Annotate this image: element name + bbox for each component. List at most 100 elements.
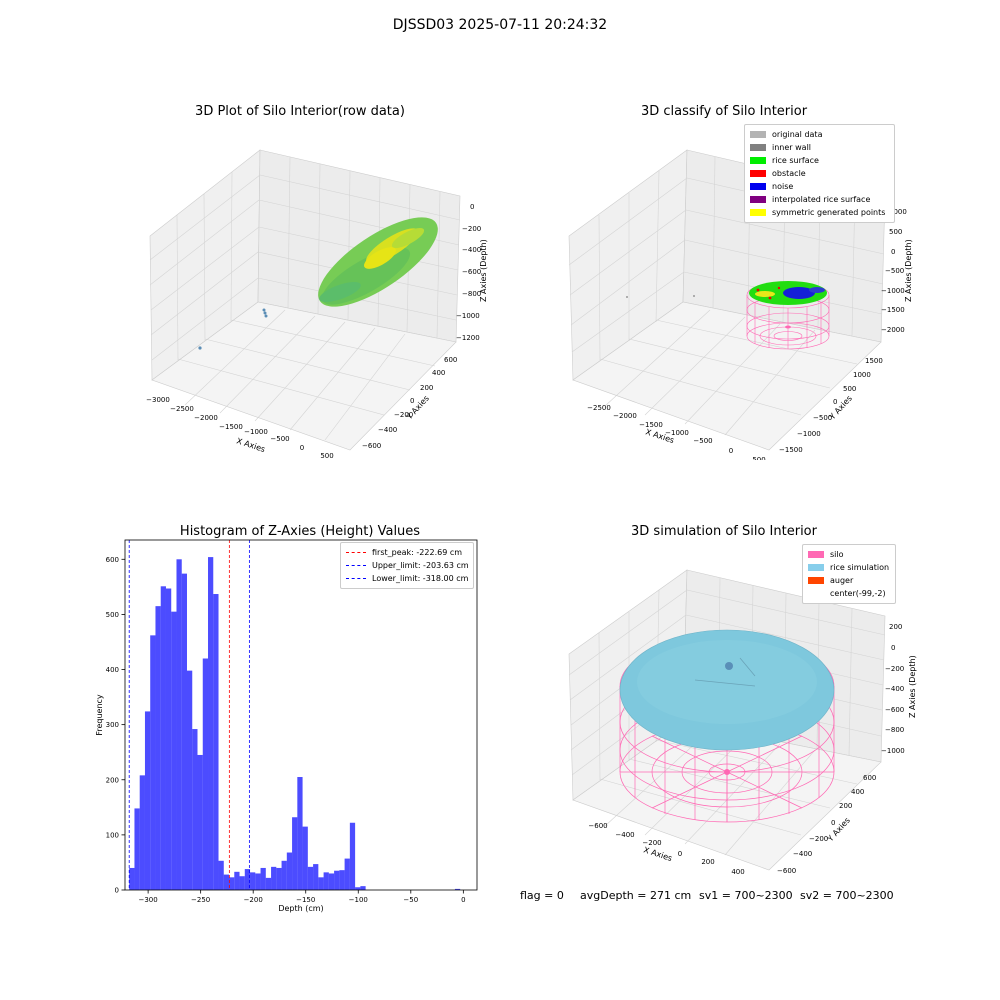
legend-label: rice simulation xyxy=(830,563,890,572)
legend-swatch xyxy=(808,577,824,584)
classify-ytick: 500 xyxy=(843,385,856,393)
raw-ytick: −600 xyxy=(362,442,381,450)
simulation-ytick: −400 xyxy=(793,850,812,858)
histogram-bar xyxy=(218,860,224,890)
legend-line xyxy=(346,552,366,553)
classify-xtick: −1500 xyxy=(639,421,663,429)
histogram-y-tick-label: 200 xyxy=(106,776,119,784)
histogram-bar xyxy=(292,817,298,890)
raw-ytick: 0 xyxy=(410,397,414,405)
histogram-title: Histogram of Z-Axies (Height) Values xyxy=(179,524,421,539)
raw-rice-surface-points xyxy=(318,217,438,307)
histogram-bar xyxy=(328,873,335,890)
legend-entry: Upper_limit: -203.63 cm xyxy=(346,559,469,572)
histogram-bar xyxy=(192,729,198,890)
histogram-bar xyxy=(339,870,345,890)
classify-legend: original data inner wall rice surface ob… xyxy=(744,124,895,223)
legend-entry: first_peak: -222.69 cm xyxy=(346,546,468,559)
classify-xtick: −1000 xyxy=(665,429,689,437)
simulation-x-axis-label: X Axies xyxy=(642,845,673,863)
classify-ytick: −500 xyxy=(813,414,832,422)
histogram-bar xyxy=(186,670,193,890)
histogram-bar xyxy=(260,867,266,890)
raw-3d-plot: −3000 −2500 −2000 −1500 −1000 −500 0 500… xyxy=(146,149,488,460)
simulation-ztick: −200 xyxy=(885,665,904,673)
legend-entry: rice simulation xyxy=(808,561,890,574)
histogram-bar xyxy=(286,852,293,890)
histogram-bar xyxy=(276,867,282,890)
legend-entry: interpolated rice surface xyxy=(750,193,889,206)
histogram-bar xyxy=(313,864,319,890)
histogram-chart: −300 −250 −200 −150 −100 −50 0 0 100 200 300 400 50… xyxy=(95,539,478,913)
histogram-bar xyxy=(165,588,172,890)
legend-entry: silo xyxy=(808,548,890,561)
flag-text: flag = 0 xyxy=(520,889,564,902)
legend-label: silo xyxy=(830,550,844,559)
raw-ztick: −1200 xyxy=(456,334,480,342)
simulation-ytick: 0 xyxy=(831,819,835,827)
histogram-bar xyxy=(265,877,272,890)
legend-swatch xyxy=(750,157,766,164)
simulation-xtick: 400 xyxy=(731,868,744,876)
histogram-bar xyxy=(176,559,182,890)
raw-z-tick-labels: 0 −200 −400 −600 −800 −1000 −1200 xyxy=(456,203,481,342)
histogram-bar xyxy=(139,775,145,890)
histogram-reference-lines xyxy=(128,540,250,890)
histogram-x-tick-label: 0 xyxy=(461,896,465,904)
classify-ytick: 1000 xyxy=(853,371,871,379)
classify-noise-points xyxy=(626,295,695,298)
histogram-bar xyxy=(171,611,177,890)
histogram-x-ticks: −300 −250 −200 −150 −100 −50 0 xyxy=(138,890,466,904)
raw-ztick: −200 xyxy=(462,225,481,233)
histogram-bar xyxy=(160,586,166,890)
simulation-ztick: 0 xyxy=(891,644,895,652)
histogram-bar xyxy=(213,594,219,890)
raw-xtick: −500 xyxy=(270,435,289,443)
simulation-ytick: 400 xyxy=(851,788,864,796)
legend-swatch xyxy=(750,170,766,177)
histogram-x-tick-label: −50 xyxy=(403,896,418,904)
legend-entry: rice surface xyxy=(750,154,889,167)
classify-xtick: 500 xyxy=(752,456,765,460)
raw-plot-title: 3D Plot of Silo Interior(row data) xyxy=(195,104,405,119)
histogram-bar xyxy=(349,822,356,890)
classify-xtick: 0 xyxy=(729,447,733,455)
simulation-xtick: 200 xyxy=(701,858,714,866)
histogram-y-axis-label: Frequency xyxy=(95,694,104,736)
histogram-bar xyxy=(202,658,209,890)
classify-y-axis-label: Y Axies xyxy=(827,394,854,422)
histogram-x-tick-label: −150 xyxy=(296,896,315,904)
classify-z-axis-label: Z Axies (Depth) xyxy=(904,239,913,302)
raw-xtick: −2000 xyxy=(194,414,218,422)
legend-entry: inner wall xyxy=(750,141,889,154)
histogram-bar xyxy=(134,808,140,890)
simulation-rice-surface xyxy=(619,629,835,775)
raw-xtick: 0 xyxy=(300,444,304,452)
histogram-y-tick-label: 400 xyxy=(106,666,119,674)
simulation-xtick: −200 xyxy=(642,839,661,847)
simulation-ztick: −600 xyxy=(885,706,904,714)
raw-ztick: 0 xyxy=(470,203,474,211)
histogram-bar xyxy=(454,888,461,890)
classify-ytick: 0 xyxy=(833,398,837,406)
classify-plot-title: 3D classify of Silo Interior xyxy=(640,104,808,119)
raw-xtick: −3000 xyxy=(146,396,170,404)
histogram-bar xyxy=(334,870,340,890)
raw-ytick: 600 xyxy=(444,356,457,364)
simulation-legend: silo rice simulation auger center(-99,-2… xyxy=(802,544,896,604)
simulation-plot-title: 3D simulation of Silo Interior xyxy=(631,524,817,539)
raw-ztick: −600 xyxy=(462,268,481,276)
legend-label: obstacle xyxy=(772,169,806,178)
classify-ztick: 500 xyxy=(889,228,902,236)
classify-ztick: −1500 xyxy=(881,306,905,314)
sv2-text: sv2 = 700~2300 xyxy=(800,889,894,902)
legend-swatch xyxy=(808,564,824,571)
classify-ytick: 1500 xyxy=(865,357,883,365)
histogram-y-ticks: 0 100 200 300 400 500 600 xyxy=(106,556,125,895)
classify-y-tick-labels: −1500 −1000 −500 0 500 1000 1500 xyxy=(779,357,883,454)
raw-ytick: 400 xyxy=(432,369,445,377)
histogram-bar xyxy=(197,754,203,890)
raw-ytick: −400 xyxy=(378,426,397,434)
simulation-y-tick-labels: −600 −400 −200 0 200 400 600 xyxy=(777,774,876,875)
histogram-x-tick-label: −200 xyxy=(244,896,263,904)
